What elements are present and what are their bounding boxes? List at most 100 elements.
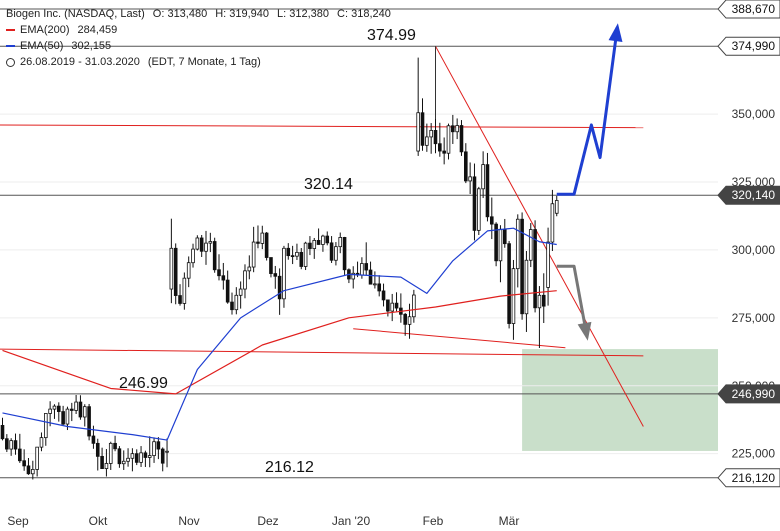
candle-body (221, 275, 226, 281)
candle-body (407, 316, 412, 325)
candle-body (546, 241, 550, 288)
candle-body (52, 405, 57, 410)
ema200-line (2, 290, 557, 395)
candle-body (117, 448, 122, 465)
ema50-value: 302,155 (71, 40, 112, 52)
ema200-value: 284,459 (77, 24, 118, 36)
candle-body (489, 216, 494, 225)
candle-body (308, 242, 312, 249)
candle-body (498, 228, 503, 262)
trendline (0, 348, 644, 357)
candle-body (329, 242, 334, 261)
candle-body (0, 425, 5, 440)
candle-body (130, 453, 135, 459)
candle-body (212, 241, 217, 271)
time-tick: Dez (257, 514, 278, 528)
candle-body (446, 125, 451, 154)
candle-body (507, 243, 511, 324)
candle-body (104, 463, 109, 470)
candle-body (121, 460, 126, 465)
date-range: 26.08.2019 - 31.03.2020 (20, 56, 140, 68)
ema200-swatch (6, 29, 15, 31)
candle-body (541, 294, 546, 307)
candle-body (451, 125, 455, 133)
candle-body (520, 218, 524, 315)
support-zone (522, 349, 718, 451)
trendlines (0, 45, 644, 427)
candle-body (78, 401, 83, 418)
candle-body (91, 435, 96, 444)
candle-body (351, 272, 356, 280)
candle-body (74, 401, 78, 411)
time-tick: Sep (7, 514, 29, 528)
candle-body (468, 176, 472, 182)
forecast-up-arrow-path (556, 26, 619, 196)
candle-body (87, 406, 91, 437)
candle-body (394, 302, 399, 309)
candle-body (429, 129, 433, 138)
candle-body (368, 269, 373, 285)
candle-body (515, 218, 520, 270)
candle-body (303, 242, 308, 267)
ema-lines (2, 227, 557, 441)
candle-body (321, 235, 325, 245)
candle-body (243, 270, 247, 290)
candle-body (299, 251, 304, 267)
trendline (353, 328, 566, 349)
period-info: (EDT, 7 Monate, 1 Tag) (147, 56, 261, 68)
candle-body (502, 228, 507, 245)
candle-body (65, 408, 70, 425)
grid-lines (0, 113, 718, 455)
candle-body (256, 241, 260, 244)
candle-body (182, 277, 187, 304)
candle-body (204, 242, 208, 252)
candle-body (316, 240, 321, 245)
candle-body (217, 269, 221, 277)
candle-body (139, 452, 143, 463)
candle-body (35, 446, 39, 470)
candle-body (373, 283, 377, 286)
price-axis: 225,000250,000275,000300,000325,000350,0… (717, 0, 780, 488)
candle-body (524, 259, 529, 315)
candle-body (325, 235, 330, 244)
legend-range: 26.08.2019 - 31.03.2020 (EDT, 7 Monate, … (6, 54, 391, 70)
candle-body (390, 302, 394, 312)
candle-body (234, 294, 239, 311)
candle-body (108, 442, 113, 464)
trendline (0, 124, 644, 129)
candle-body (416, 112, 420, 152)
price-tick: 325,000 (732, 175, 776, 189)
support-zone-rect (522, 349, 718, 451)
candle-body (264, 232, 269, 258)
candle-body (18, 448, 22, 462)
candle-body (277, 275, 282, 300)
clock-icon (6, 57, 15, 67)
time-tick: Jan '20 (332, 514, 371, 528)
candle-body (533, 229, 537, 309)
candle-body (251, 241, 256, 268)
candle-body (152, 441, 156, 456)
candle-body (312, 240, 317, 249)
candle-body (143, 452, 148, 458)
candle-body (511, 268, 516, 324)
level-labels: 374.99 320.14 246.99 216.12 (119, 27, 416, 476)
ema50-label: EMA(50) (20, 40, 64, 52)
horizontal-levels (0, 8, 718, 479)
candle-body (178, 295, 182, 304)
candle-body (438, 143, 442, 152)
forecast-down-arrow-head (577, 321, 592, 341)
candle-body (195, 237, 200, 250)
candlesticks (0, 57, 559, 480)
price-tick: 350,000 (732, 107, 776, 121)
ema50-swatch (6, 45, 15, 47)
candle-body (550, 203, 555, 243)
chart-legend: Biogen Inc. (NASDAQ, Last) O: 313,480 H:… (6, 6, 391, 70)
price-badge-label: 388,670 (732, 2, 776, 16)
forecast-arrows (556, 23, 623, 341)
candle-body (13, 440, 18, 450)
candle-body (420, 112, 425, 146)
candle-body (169, 247, 174, 290)
price-badge-label: 246,990 (732, 387, 776, 401)
candle-body (360, 263, 364, 276)
